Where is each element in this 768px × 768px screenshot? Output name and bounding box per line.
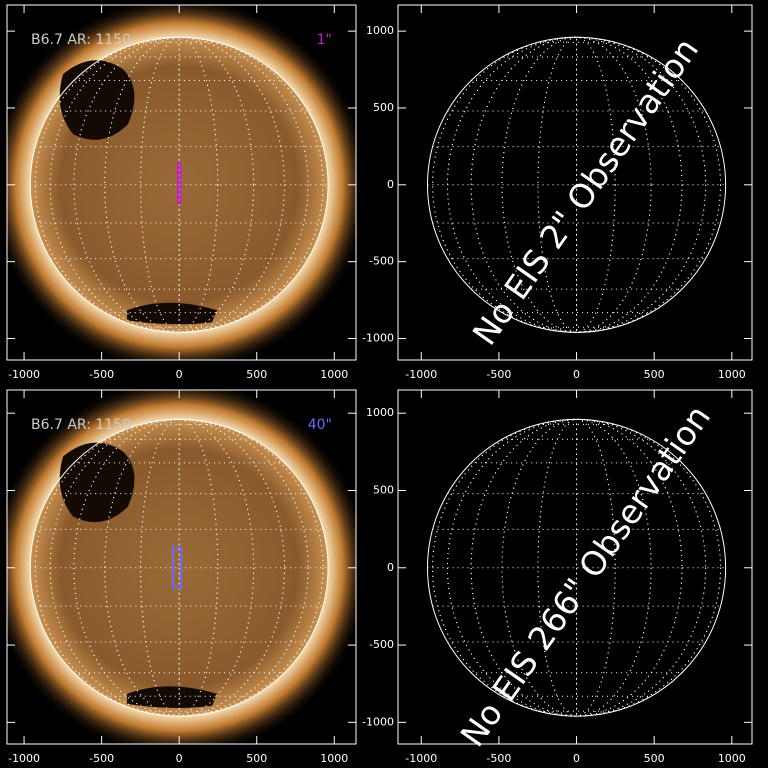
y-tick-label: 500 xyxy=(373,101,394,114)
longitude-line xyxy=(501,418,652,717)
axes-frame xyxy=(397,4,753,361)
plot-area xyxy=(7,390,356,744)
longitude-line xyxy=(446,418,707,717)
x-tick-label: 500 xyxy=(246,752,267,765)
longitude-line xyxy=(73,36,285,333)
longitude-line xyxy=(537,418,616,717)
y-tick-label: -1000 xyxy=(362,715,394,728)
longitude-line xyxy=(140,36,219,333)
x-tick-label: -500 xyxy=(89,368,114,381)
longitude-line xyxy=(432,36,722,333)
x-tick-label: -1000 xyxy=(8,752,40,765)
plot-area xyxy=(427,36,727,333)
longitude-line xyxy=(49,36,309,333)
coronal-hole xyxy=(127,302,218,325)
panel-label: B6.7 AR: 1150 xyxy=(31,417,131,433)
slit-box xyxy=(176,162,182,205)
axes-frame xyxy=(6,389,357,745)
longitude-line xyxy=(446,36,707,333)
longitude-line xyxy=(104,418,255,717)
y-tick-label: 500 xyxy=(373,483,394,496)
x-tick-label: -1000 xyxy=(405,752,437,765)
x-tick-label: 0 xyxy=(176,752,183,765)
x-tick-label: 1000 xyxy=(718,752,746,765)
y-tick-label: 0 xyxy=(387,178,394,191)
panel: -1000 -500 0 500 1000 -1000 -500 0 500 1000 No EIS… xyxy=(362,4,753,381)
x-tick-label: -500 xyxy=(486,368,511,381)
longitude-line xyxy=(104,36,255,333)
longitude-line xyxy=(470,418,683,717)
longitude-line xyxy=(537,36,616,333)
annotation: No EIS 266" Observation xyxy=(453,398,718,754)
longitude-line xyxy=(432,418,722,717)
y-tick-label: -500 xyxy=(369,638,394,651)
x-tick-label: 1000 xyxy=(320,368,348,381)
scale-label: 1" xyxy=(317,32,332,48)
coronal-hole xyxy=(59,442,135,523)
x-tick-label: 500 xyxy=(644,752,665,765)
x-tick-label: 1000 xyxy=(718,368,746,381)
x-tick-label: 500 xyxy=(644,368,665,381)
y-tick-label: -1000 xyxy=(362,331,394,344)
longitude-line xyxy=(140,418,219,717)
panel: -1000 -500 0 500 1000 B6.7 AR: 1150 1" xyxy=(6,4,357,381)
x-tick-label: 0 xyxy=(573,368,580,381)
y-tick-label: 1000 xyxy=(366,24,394,37)
coronal-hole xyxy=(59,60,135,140)
y-tick-label: 1000 xyxy=(366,406,394,419)
y-tick-label: 0 xyxy=(387,561,394,574)
x-tick-label: 500 xyxy=(246,368,267,381)
longitude-line xyxy=(34,36,324,333)
plot-area xyxy=(7,5,356,360)
slit-box xyxy=(171,546,183,589)
y-tick-label: -500 xyxy=(369,255,394,268)
x-tick-label: 0 xyxy=(176,368,183,381)
longitude-line xyxy=(501,36,652,333)
scale-label: 40" xyxy=(308,417,332,433)
x-tick-label: -1000 xyxy=(8,368,40,381)
x-tick-label: 0 xyxy=(573,752,580,765)
axes-frame xyxy=(6,4,357,361)
x-tick-label: -1000 xyxy=(405,368,437,381)
annotation: No EIS 2" Observation xyxy=(465,31,706,352)
longitude-line xyxy=(49,418,309,717)
x-tick-label: 1000 xyxy=(320,752,348,765)
panel: -1000 -500 0 500 1000 B6.7 AR: 1150 40" xyxy=(6,389,357,765)
longitude-line xyxy=(470,36,683,333)
axes-frame xyxy=(397,389,753,745)
plot-area xyxy=(427,418,727,717)
longitude-line xyxy=(34,418,324,717)
coronal-hole xyxy=(127,686,218,708)
longitude-line xyxy=(73,418,285,717)
x-tick-label: -500 xyxy=(89,752,114,765)
x-tick-label: -500 xyxy=(486,752,511,765)
panel-label: B6.7 AR: 1150 xyxy=(31,32,131,48)
